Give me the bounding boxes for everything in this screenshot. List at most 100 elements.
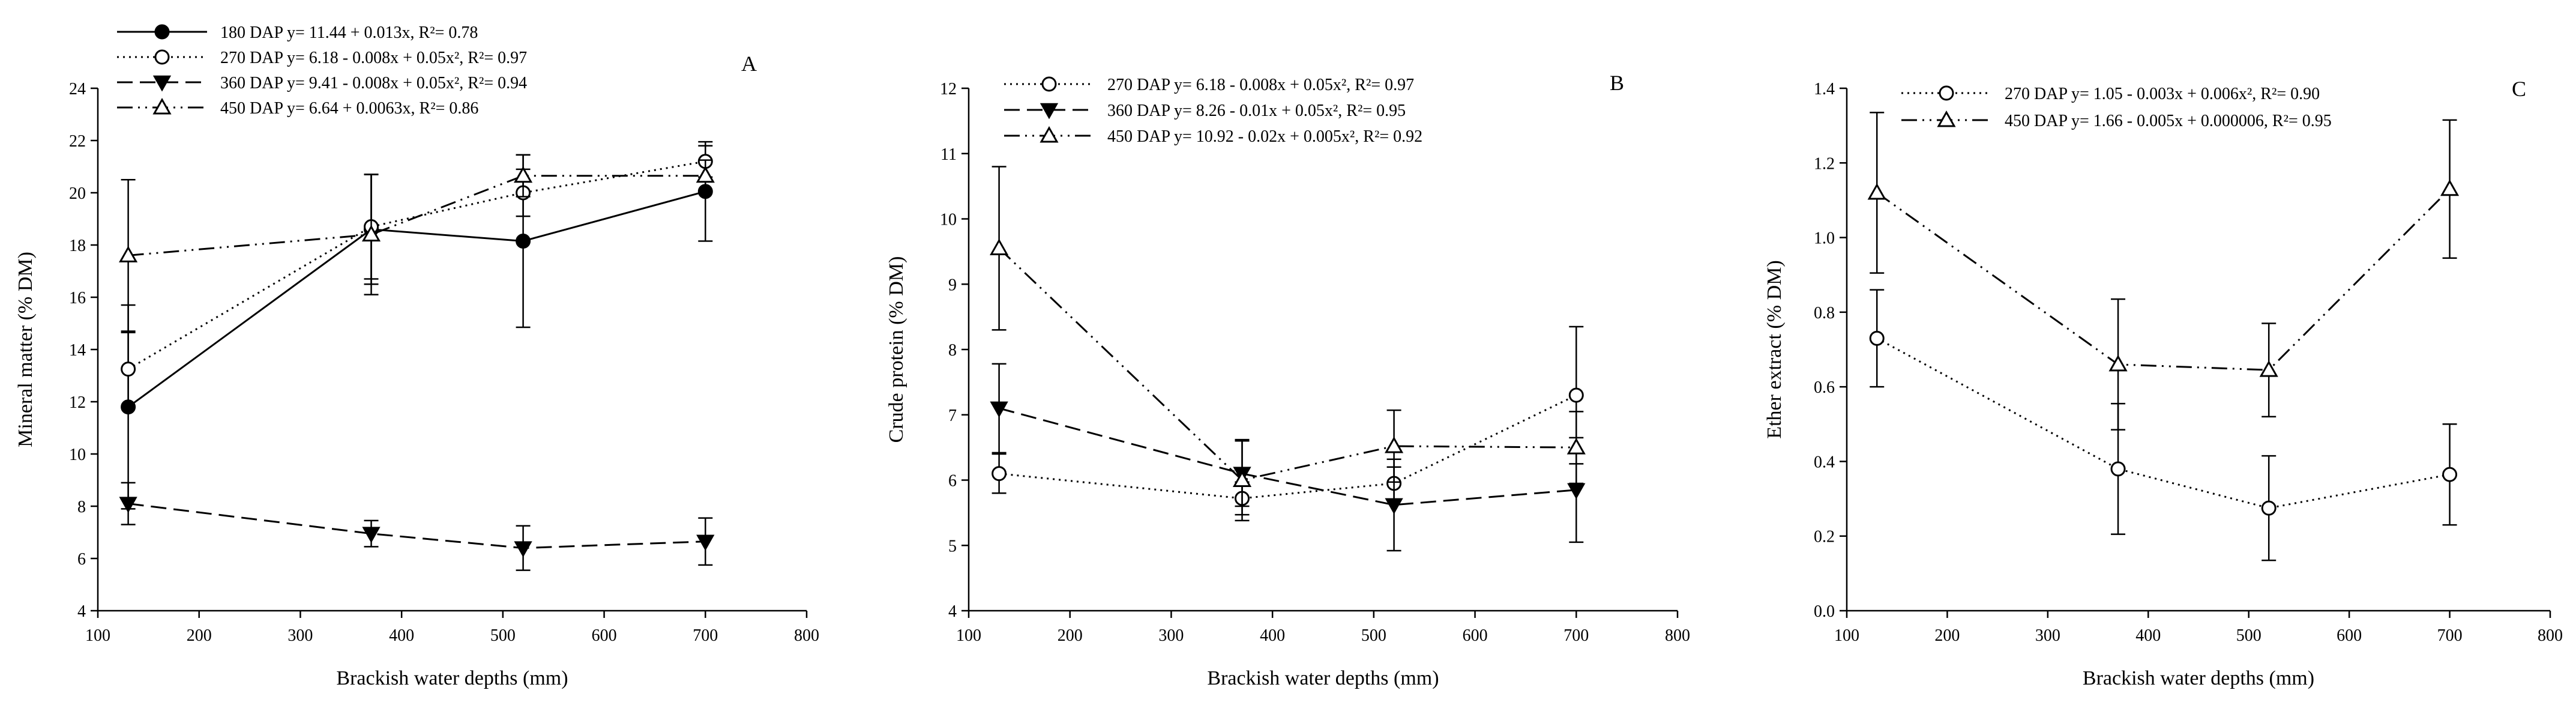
data-point [1385,436,1404,453]
x-tick-label: 300 [2035,626,2060,645]
x-tick-label: 700 [1563,626,1589,645]
chart-panel-a: 100 200 300 400 500 600 700 800 4 6 8 10 12 14 16 18 20 2… [14,23,819,689]
data-point [1566,438,1586,455]
y-tick-label: 22 [69,132,86,151]
data-point [361,225,381,242]
x-axis-title: Brackish water depths (mm) [1207,667,1439,689]
y-axis-title: Mineral matter (% DM) [14,252,37,447]
series-line [128,503,706,549]
legend-label: 270 DAP y= 6.18 - 0.008x + 0.05x², R²= 0… [220,49,527,67]
series-360-dap [990,363,1586,552]
legend-label: 450 DAP y= 1.66 - 0.005x + 0.000006, R²=… [2005,112,2332,130]
legend-label: 450 DAP y= 10.92 - 0.02x + 0.005x², R²= … [1107,127,1422,146]
x-tick-label: 700 [2437,626,2463,645]
y-tick-label: 4 [948,602,957,621]
series-line [128,175,706,256]
data-point [1568,387,1584,403]
x-tick-label: 800 [794,626,819,645]
data-point [2110,461,2126,477]
legend-entry: 450 DAP y= 6.64 + 0.0063x, R²= 0.86 [117,97,478,118]
y-tick-label: 7 [948,407,957,425]
legend-entry: 360 DAP y= 8.26 - 0.01x + 0.05x², R²= 0.… [1004,101,1406,120]
legend-marker [1040,126,1059,143]
data-point [990,401,1008,418]
series-450-dap [990,166,1586,522]
data-point [514,166,533,183]
y-tick-label: 0.2 [1814,528,1835,546]
data-point [516,233,531,249]
x-axis-title: Brackish water depths (mm) [336,667,568,689]
x-tick-label: 600 [1463,626,1488,645]
legend-marker [1040,103,1059,120]
y-tick-label: 18 [69,237,86,255]
y-tick-label: 0.0 [1814,602,1835,621]
series-450-dap [119,154,715,332]
legend-marker [154,49,170,65]
series-360-dap [119,482,715,571]
legend-label: 270 DAP y= 6.18 - 0.008x + 0.05x², R²= 0… [1107,76,1414,94]
y-tick-label: 11 [940,145,957,164]
y-tick-label: 16 [69,289,86,307]
y-tick-label: 24 [69,80,86,98]
series-270-dap [1869,289,2458,561]
y-tick-label: 20 [69,184,86,203]
legend-marker [1937,110,1956,127]
data-point [2108,354,2128,372]
x-tick-label: 100 [85,626,110,645]
x-tick-label: 400 [389,626,414,645]
y-axis-title: Crude protein (% DM) [885,256,907,443]
y-tick-label: 1.2 [1814,154,1835,173]
legend-label: 360 DAP y= 9.41 - 0.008x + 0.05x², R²= 0… [220,74,527,92]
legend-marker [152,75,172,92]
x-tick-label: 300 [287,626,313,645]
x-tick-label: 400 [2135,626,2161,645]
chart-panel-c: 100 200 300 400 500 600 700 800 0.0 0.2 0.4 0.6 0.8 1… [1763,77,2563,689]
legend-marker [1041,76,1057,92]
legend-label: 270 DAP y= 1.05 - 0.003x + 0.006x², R²= … [2005,85,2320,103]
data-point [2259,360,2278,377]
x-tick-label: 100 [1834,626,1859,645]
legend-label: 180 DAP y= 11.44 + 0.013x, R²= 0.78 [220,23,478,42]
data-point [119,497,137,513]
series-line [127,160,706,370]
legend-label: 360 DAP y= 8.26 - 0.01x + 0.05x², R²= 0.… [1107,101,1406,120]
x-tick-label: 600 [2337,626,2362,645]
x-tick-label: 700 [693,626,718,645]
y-tick-label: 6 [77,550,86,569]
legend-entry: 270 DAP y= 6.18 - 0.008x + 0.05x², R²= 0… [1004,76,1414,94]
x-tick-label: 800 [2538,626,2563,645]
y-tick-label: 12 [940,80,957,98]
y-tick-label: 8 [948,341,957,360]
data-point [696,166,715,183]
x-tick-label: 600 [592,626,617,645]
x-tick-label: 800 [1665,626,1690,645]
data-point [121,362,136,377]
chart-panel-b: 100 200 300 400 500 600 700 800 4 5 6 7 8 9 10 11 12 Brac… [885,71,1690,689]
legend-entry: 450 DAP y= 10.92 - 0.02x + 0.005x², R²= … [1004,126,1422,146]
y-tick-label: 6 [948,472,957,491]
y-tick-label: 5 [948,537,957,555]
y-tick-label: 0.4 [1814,453,1835,471]
x-axis-title: Brackish water depths (mm) [2083,667,2314,689]
series-line [1876,188,2451,371]
x-tick-label: 200 [1058,626,1083,645]
x-tick-label: 200 [1934,626,1960,645]
legend-entry: 180 DAP y= 11.44 + 0.013x, R²= 0.78 [117,23,478,42]
data-point [990,238,1009,255]
y-tick-label: 12 [69,393,86,412]
data-point [1232,470,1252,487]
data-point [2261,500,2277,516]
data-point [992,466,1007,482]
y-tick-label: 14 [69,341,86,360]
y-tick-label: 9 [948,276,957,294]
y-tick-label: 10 [940,211,957,229]
data-point [2442,467,2458,482]
legend-entry: 360 DAP y= 9.41 - 0.008x + 0.05x², R²= 0… [117,74,527,92]
x-tick-label: 500 [1361,626,1386,645]
legend-label: 450 DAP y= 6.64 + 0.0063x, R²= 0.86 [220,99,478,118]
series-line [127,190,706,408]
legend-marker [1939,85,1954,101]
y-tick-label: 0.6 [1814,378,1835,397]
x-tick-label: 500 [490,626,516,645]
